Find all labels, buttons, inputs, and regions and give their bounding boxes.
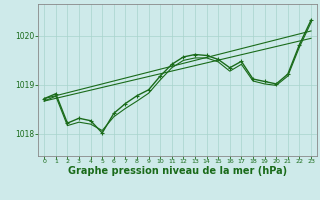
- X-axis label: Graphe pression niveau de la mer (hPa): Graphe pression niveau de la mer (hPa): [68, 166, 287, 176]
